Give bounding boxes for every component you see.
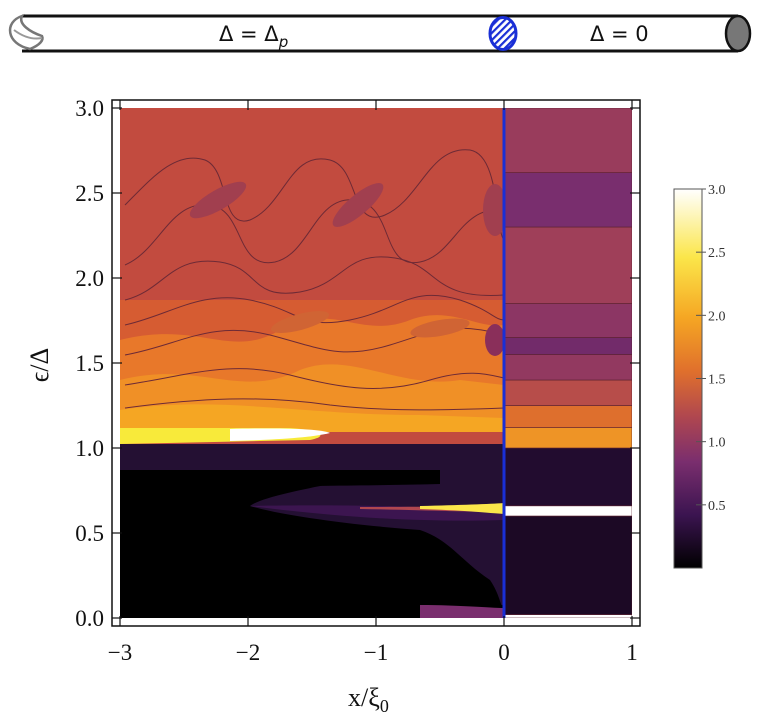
lobe-2: [332, 183, 384, 227]
contour-line-1: [124, 149, 505, 241]
colorbar-tick-label: 1.5: [708, 373, 726, 388]
colorbar-tick-label: 3.0: [708, 183, 726, 198]
lobe-1: [189, 181, 247, 219]
colorbar: 0.5 1.0 1.5 2.0 2.5 3.0: [673, 183, 726, 569]
right-region-label: Δ = 0: [590, 22, 649, 46]
right-band-9: [503, 303, 632, 338]
colorbar-tick-label: 2.0: [708, 309, 726, 324]
y-tick-label: 2.0: [75, 266, 104, 291]
zero-peak-tail: [420, 605, 504, 618]
wire-left-end-cap: [8, 13, 44, 51]
right-band-10: [503, 226, 632, 304]
colorbar-tick-label: 0.5: [708, 499, 726, 514]
wire-right-end-cap: [724, 14, 752, 53]
right-band-4: [503, 427, 632, 449]
x-axis: −3 −2 −1 0 1: [108, 100, 638, 665]
contour-line-3: [124, 256, 505, 301]
contour-line-4: [124, 294, 505, 326]
right-band-12: [503, 108, 632, 173]
x-tick-label: −1: [364, 640, 388, 665]
right-band-5: [503, 405, 632, 428]
x-axis-title: x/ξ0: [348, 683, 389, 716]
right-band-11: [503, 172, 632, 228]
x-tick-label: 1: [626, 640, 638, 665]
y-tick-label: 3.0: [75, 96, 104, 121]
wire-schematic: Δ = Δp Δ = 0: [8, 13, 752, 53]
contour-line-7: [124, 398, 505, 411]
right-band-6: [503, 379, 632, 406]
colorbar-ticks: 0.5 1.0 1.5 2.0 2.5 3.0: [696, 183, 726, 514]
y-tick-label: 1.5: [75, 351, 104, 376]
left-region-label: Δ = Δp: [219, 22, 288, 51]
lobe-6: [485, 324, 505, 356]
wire-left-end-cap-inner: [13, 29, 43, 40]
x-tick-label: 0: [498, 640, 510, 665]
right-band-8: [503, 337, 632, 355]
andreev-tail-bright: [420, 503, 504, 514]
subgap-black-1: [120, 470, 440, 488]
right-band-3: [503, 447, 632, 507]
subgap-black-2: [120, 484, 504, 618]
gap-edge-peak-white: [230, 428, 330, 441]
right-band-7: [503, 354, 632, 381]
plot-area: [120, 108, 632, 618]
y-tick-label: 2.5: [75, 181, 104, 206]
colorbar-tick-label: 2.5: [708, 246, 726, 261]
band-left-glow: [120, 404, 504, 432]
lobe-4: [270, 311, 330, 333]
colorbar-tick-label: 1.0: [708, 436, 726, 451]
lobe-5: [410, 318, 470, 338]
y-tick-label: 0.5: [75, 521, 104, 546]
interface-junction-icon: [488, 16, 518, 51]
x-tick-label: −3: [108, 640, 132, 665]
left-region-contours: [120, 149, 507, 618]
y-axis: 0.0 0.5 1.0 1.5 2.0 2.5 3.0: [75, 96, 640, 631]
right-band-1: [503, 515, 632, 615]
subgap-bottom-strip: [120, 600, 504, 618]
right-band-0: [503, 614, 632, 618]
contour-line-6: [124, 368, 505, 389]
y-tick-label: 1.0: [75, 436, 104, 461]
right-band-2: [503, 505, 632, 517]
lobe-3: [483, 184, 507, 236]
y-tick-label: 0.0: [75, 606, 104, 631]
y-axis-title: ϵ/Δ: [25, 348, 54, 382]
right-region-bands: [503, 108, 632, 618]
x-tick-label: −2: [236, 640, 260, 665]
